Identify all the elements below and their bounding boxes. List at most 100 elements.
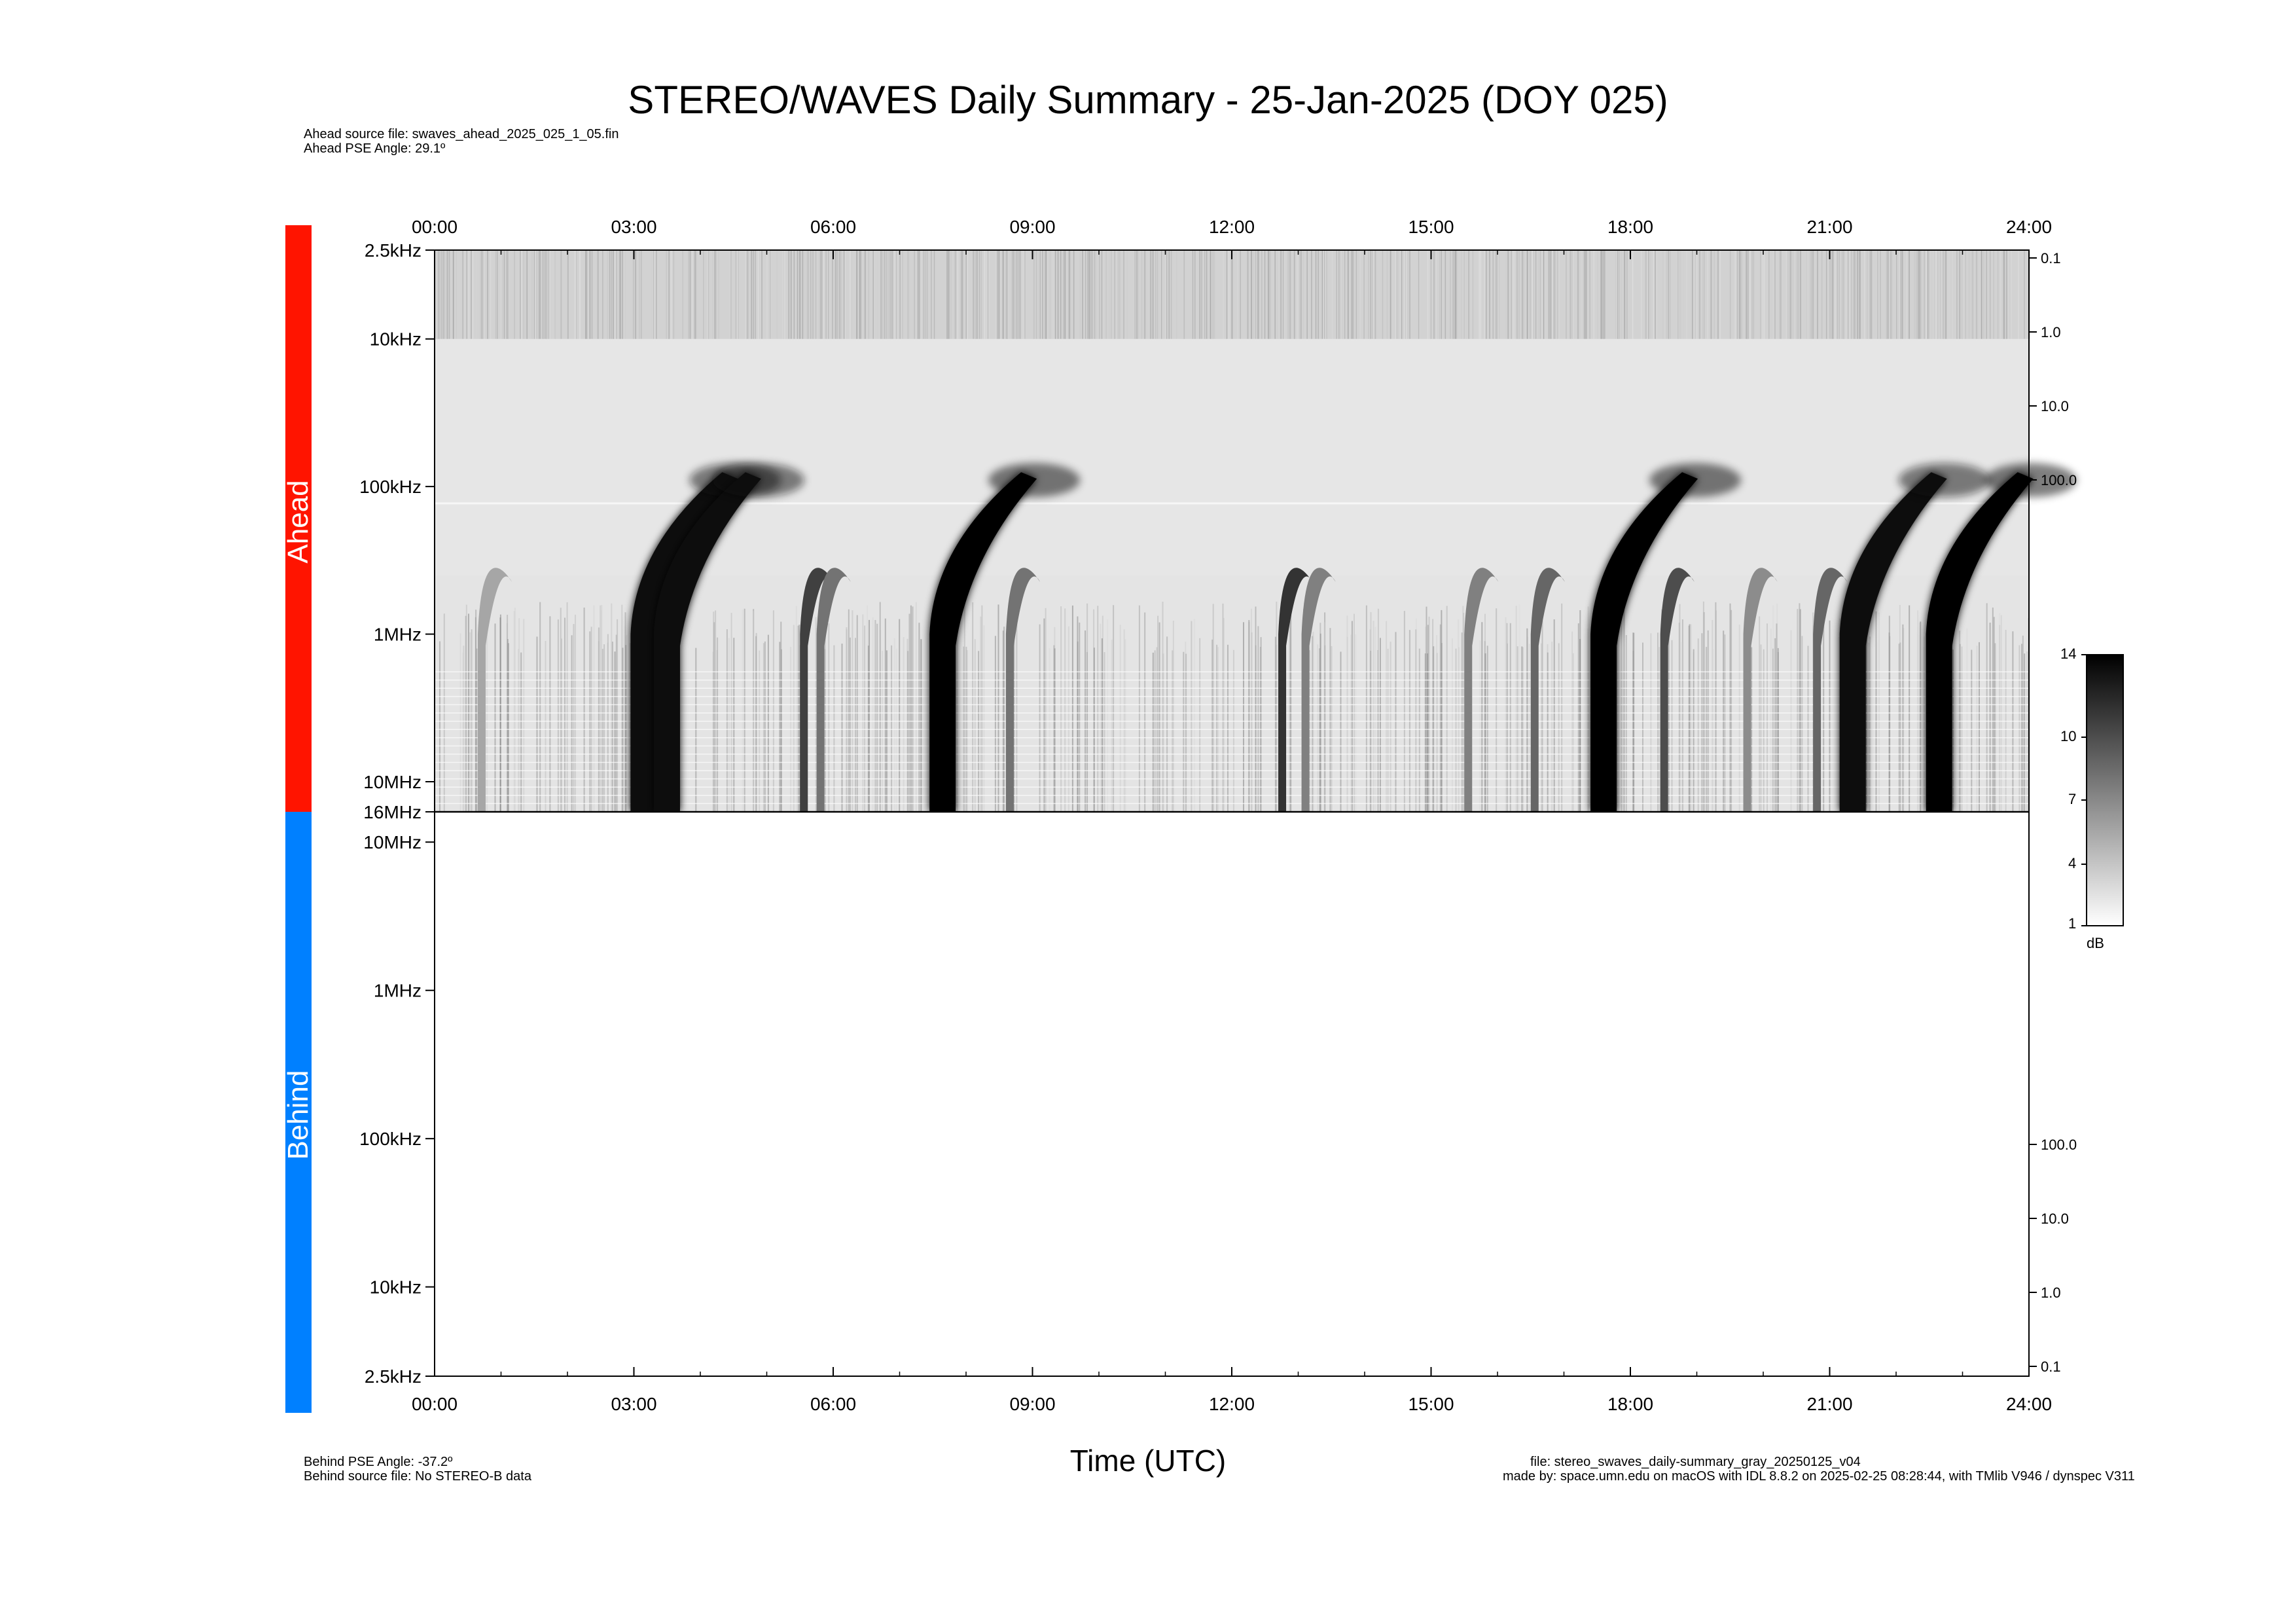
noise-streak	[1704, 250, 1705, 339]
y-tick-label-ahead: 100kHz	[359, 477, 422, 497]
radio-burst-core	[630, 472, 738, 812]
hf-streak	[1251, 632, 1253, 812]
hf-streak	[601, 649, 603, 812]
noise-streak	[1931, 250, 1933, 339]
noise-streak	[439, 250, 440, 339]
noise-streak	[1037, 250, 1038, 339]
y-tick-label-ahead: 10kHz	[370, 329, 422, 350]
hf-streak	[726, 629, 728, 812]
noise-streak	[579, 250, 581, 339]
hf-streak	[1013, 606, 1015, 812]
hf-streak	[1380, 638, 1381, 812]
noise-streak	[1371, 250, 1372, 339]
radio-burst-core	[1839, 472, 1947, 812]
noise-streak	[745, 250, 747, 339]
noise-streak	[1119, 250, 1120, 339]
noise-streak	[839, 250, 840, 339]
noise-streak	[1589, 250, 1590, 339]
y-tick-label-behind: 10kHz	[370, 1277, 422, 1298]
noise-streak	[1624, 250, 1626, 339]
noise-streak	[471, 250, 472, 339]
noise-streak	[770, 250, 772, 339]
hf-streak	[1731, 610, 1732, 812]
noise-streak	[828, 250, 829, 339]
noise-streak	[1232, 250, 1234, 339]
noise-streak	[2001, 250, 2003, 339]
noise-streak	[1155, 250, 1157, 339]
noise-streak	[1696, 250, 1697, 339]
hf-streak	[1346, 636, 1348, 812]
noise-streak	[1763, 250, 1765, 339]
x-tick-label-top: 24:00	[2006, 217, 2052, 237]
noise-streak	[1211, 250, 1213, 339]
hf-streak	[780, 621, 782, 812]
hf-streak	[513, 611, 515, 812]
noise-streak	[1514, 250, 1515, 339]
noise-streak	[1719, 250, 1721, 339]
hf-streak	[978, 651, 980, 812]
noise-streak	[820, 250, 822, 339]
noise-streak	[1990, 250, 1991, 339]
noise-streak	[1277, 250, 1278, 339]
noise-streak	[1472, 250, 1474, 339]
noise-streak	[788, 250, 789, 339]
hf-streak	[600, 610, 602, 812]
noise-streak	[1920, 250, 1921, 339]
noise-streak	[1331, 250, 1333, 339]
noise-streak	[1507, 250, 1509, 339]
noise-streak	[1817, 250, 1818, 339]
noise-streak	[1134, 250, 1135, 339]
noise-streak	[543, 250, 545, 339]
hf-streak	[1355, 634, 1357, 812]
burst-head	[1898, 463, 1990, 498]
noise-streak	[526, 250, 528, 339]
hf-streak	[518, 649, 520, 812]
hf-streak	[712, 651, 714, 812]
hf-streak	[1496, 608, 1498, 812]
noise-streak	[1461, 250, 1462, 339]
noise-streak	[542, 250, 544, 339]
hf-streak	[1067, 626, 1069, 812]
x-tick-label-bottom: 21:00	[1806, 1394, 1852, 1414]
hf-streak	[1738, 625, 1740, 812]
hf-streak	[1772, 648, 1774, 812]
noise-streak	[1398, 250, 1399, 339]
hf-streak	[1869, 636, 1871, 812]
noise-streak	[1283, 250, 1285, 339]
noise-streak	[1240, 250, 1241, 339]
hf-streak	[1319, 633, 1321, 812]
noise-streak	[1205, 250, 1206, 339]
noise-streak	[1617, 250, 1619, 339]
noise-streak	[609, 250, 611, 339]
hf-streak	[1479, 640, 1481, 812]
hf-streak	[1668, 618, 1670, 812]
noise-streak	[682, 250, 683, 339]
hf-streak	[1276, 601, 1278, 812]
x-tick-label-bottom: 00:00	[412, 1394, 457, 1414]
noise-streak	[1656, 250, 1657, 339]
noise-streak	[1175, 250, 1177, 339]
noise-streak	[1148, 250, 1149, 339]
noise-streak	[1357, 250, 1359, 339]
hf-streak	[1102, 615, 1103, 812]
noise-streak	[1244, 250, 1245, 339]
hf-streak	[1432, 619, 1434, 812]
noise-streak	[1566, 250, 1567, 339]
hf-streak	[1260, 637, 1262, 812]
noise-streak	[2018, 250, 2019, 339]
noise-streak	[973, 250, 974, 339]
noise-streak	[1489, 250, 1490, 339]
noise-streak	[560, 250, 562, 339]
noise-streak	[1468, 250, 1469, 339]
hf-streak	[1154, 650, 1156, 812]
hf-streak	[1416, 618, 1417, 812]
radio-burst	[1464, 568, 1499, 812]
noise-streak	[1094, 250, 1095, 339]
noise-streak	[821, 250, 823, 339]
x-tick-label-top: 21:00	[1806, 217, 1852, 237]
hf-streak	[621, 604, 623, 812]
noise-streak	[884, 250, 886, 339]
hf-streak	[598, 627, 600, 812]
hf-streak	[1506, 623, 1508, 812]
noise-streak	[1486, 250, 1487, 339]
